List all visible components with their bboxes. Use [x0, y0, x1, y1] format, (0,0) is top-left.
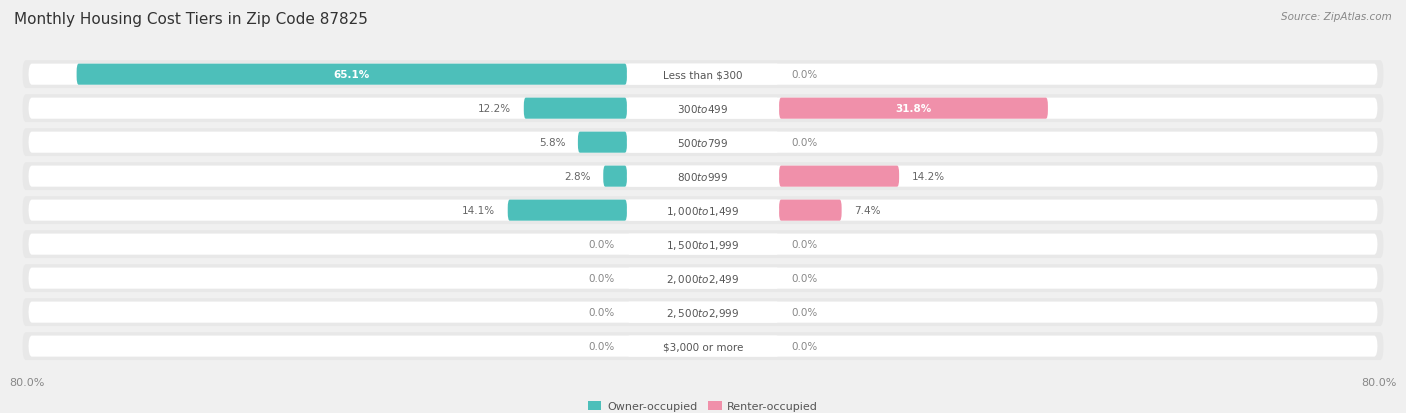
- Text: $1,500 to $1,999: $1,500 to $1,999: [666, 238, 740, 251]
- Text: $2,000 to $2,499: $2,000 to $2,499: [666, 272, 740, 285]
- FancyBboxPatch shape: [627, 98, 779, 119]
- FancyBboxPatch shape: [28, 200, 1378, 221]
- FancyBboxPatch shape: [22, 332, 1384, 360]
- Text: 0.0%: 0.0%: [588, 307, 614, 317]
- Text: 7.4%: 7.4%: [855, 206, 880, 216]
- FancyBboxPatch shape: [627, 64, 779, 85]
- FancyBboxPatch shape: [22, 95, 1384, 123]
- FancyBboxPatch shape: [22, 230, 1384, 259]
- Text: 31.8%: 31.8%: [896, 104, 932, 114]
- Text: 2.8%: 2.8%: [564, 172, 591, 182]
- FancyBboxPatch shape: [627, 132, 779, 153]
- Text: 65.1%: 65.1%: [333, 70, 370, 80]
- FancyBboxPatch shape: [28, 336, 1378, 357]
- FancyBboxPatch shape: [627, 234, 779, 255]
- Text: Source: ZipAtlas.com: Source: ZipAtlas.com: [1281, 12, 1392, 22]
- FancyBboxPatch shape: [28, 132, 1378, 153]
- FancyBboxPatch shape: [22, 265, 1384, 292]
- FancyBboxPatch shape: [22, 129, 1384, 157]
- Text: Monthly Housing Cost Tiers in Zip Code 87825: Monthly Housing Cost Tiers in Zip Code 8…: [14, 12, 368, 27]
- Text: 0.0%: 0.0%: [792, 273, 818, 283]
- FancyBboxPatch shape: [627, 166, 779, 187]
- Text: 14.2%: 14.2%: [912, 172, 945, 182]
- FancyBboxPatch shape: [28, 98, 1378, 119]
- FancyBboxPatch shape: [22, 299, 1384, 326]
- Text: $800 to $999: $800 to $999: [678, 171, 728, 183]
- Text: 12.2%: 12.2%: [478, 104, 512, 114]
- Text: 0.0%: 0.0%: [792, 240, 818, 249]
- Text: 0.0%: 0.0%: [792, 307, 818, 317]
- Text: $300 to $499: $300 to $499: [678, 103, 728, 115]
- Text: 14.1%: 14.1%: [463, 206, 495, 216]
- FancyBboxPatch shape: [508, 200, 627, 221]
- FancyBboxPatch shape: [28, 268, 1378, 289]
- FancyBboxPatch shape: [524, 98, 627, 119]
- Text: 0.0%: 0.0%: [792, 70, 818, 80]
- Text: 0.0%: 0.0%: [588, 341, 614, 351]
- FancyBboxPatch shape: [779, 200, 842, 221]
- FancyBboxPatch shape: [28, 234, 1378, 255]
- Text: $2,500 to $2,999: $2,500 to $2,999: [666, 306, 740, 319]
- FancyBboxPatch shape: [627, 268, 779, 289]
- FancyBboxPatch shape: [22, 61, 1384, 89]
- Text: 0.0%: 0.0%: [588, 240, 614, 249]
- Text: $500 to $799: $500 to $799: [678, 137, 728, 149]
- Text: $1,000 to $1,499: $1,000 to $1,499: [666, 204, 740, 217]
- FancyBboxPatch shape: [627, 302, 779, 323]
- FancyBboxPatch shape: [603, 166, 627, 187]
- FancyBboxPatch shape: [578, 132, 627, 153]
- Text: 0.0%: 0.0%: [792, 341, 818, 351]
- FancyBboxPatch shape: [627, 200, 779, 221]
- Text: 5.8%: 5.8%: [538, 138, 565, 148]
- FancyBboxPatch shape: [76, 64, 627, 85]
- Text: $3,000 or more: $3,000 or more: [662, 341, 744, 351]
- Legend: Owner-occupied, Renter-occupied: Owner-occupied, Renter-occupied: [588, 401, 818, 411]
- Text: 0.0%: 0.0%: [792, 138, 818, 148]
- Text: Less than $300: Less than $300: [664, 70, 742, 80]
- FancyBboxPatch shape: [627, 336, 779, 357]
- FancyBboxPatch shape: [779, 166, 898, 187]
- FancyBboxPatch shape: [28, 64, 1378, 85]
- Text: 0.0%: 0.0%: [588, 273, 614, 283]
- FancyBboxPatch shape: [28, 302, 1378, 323]
- FancyBboxPatch shape: [28, 166, 1378, 187]
- FancyBboxPatch shape: [22, 197, 1384, 225]
- FancyBboxPatch shape: [779, 98, 1047, 119]
- FancyBboxPatch shape: [22, 163, 1384, 191]
